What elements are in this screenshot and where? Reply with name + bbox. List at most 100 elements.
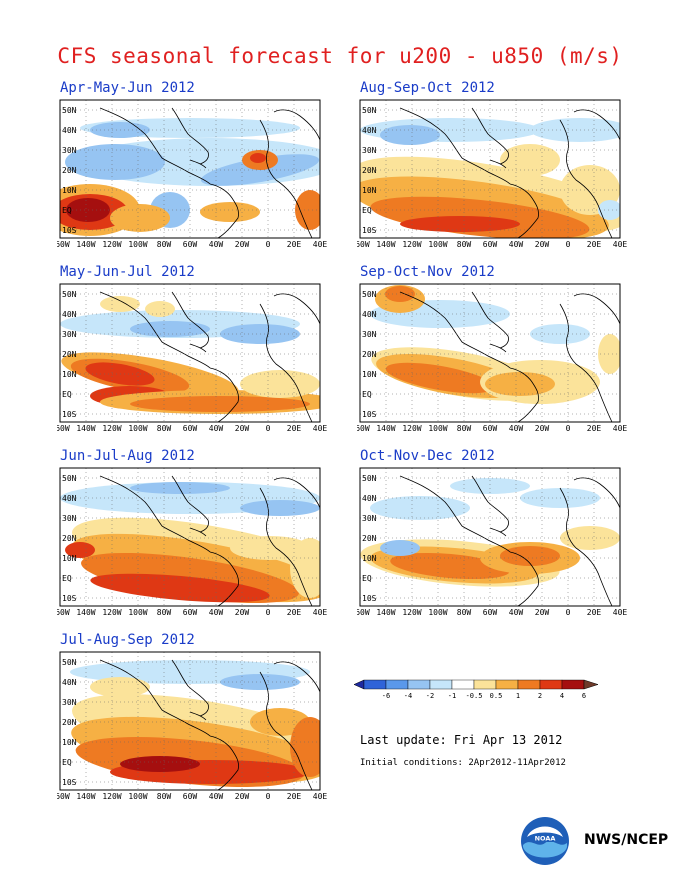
lon-label: 40W (209, 792, 224, 801)
lat-label: EQ (62, 574, 72, 583)
lat-label: 10S (62, 594, 77, 603)
lon-label: 60W (183, 424, 198, 433)
lon-label: 80W (157, 608, 172, 617)
lon-label: 80W (157, 240, 172, 249)
lon-label: 140W (76, 424, 95, 433)
lon-label: 140W (376, 240, 395, 249)
lat-label: 40N (62, 310, 77, 319)
lat-label: 10S (362, 410, 377, 419)
lat-label: 10N (62, 370, 77, 379)
lat-label: EQ (62, 758, 72, 767)
forecast-panel-4: Sep-Oct-Nov 2012 50N 40N 30N 20N 10N EQ 10S 160… (357, 264, 633, 436)
lon-label: 80W (457, 240, 472, 249)
lat-label: 20N (362, 350, 377, 359)
forecast-map: 50N 40N 30N 20N 10N EQ 10S 160W 140W 120W 100W 80W 6… (57, 467, 328, 617)
lon-label: 20E (587, 608, 602, 617)
lat-label: 30N (62, 330, 77, 339)
lon-label: 40E (313, 792, 328, 801)
lon-label: 40E (313, 608, 328, 617)
lon-label: 40W (509, 424, 524, 433)
lat-label: 30N (62, 698, 77, 707)
forecast-map: 50N 40N 30N 20N 10N EQ 10S 160W 140W 120W 100W 80W 6… (57, 283, 327, 433)
lon-label: 60W (483, 240, 498, 249)
colorbar-tick-label: -4 (404, 692, 412, 700)
lon-label: 20W (235, 240, 250, 249)
lat-label: 20N (62, 718, 77, 727)
lon-label: 20E (287, 608, 302, 617)
colorbar-tick-label: 1 (516, 692, 520, 700)
lon-label: 120W (402, 424, 421, 433)
forecast-panel-6: Oct-Nov-Dec 2012 50N 40N 30N 20N 10N EQ 10S 160… (357, 448, 633, 620)
lat-label: 50N (62, 474, 77, 483)
lat-label: EQ (362, 390, 372, 399)
color-legend: -6 -4 -2 -1 -0.5 0.5 1 2 4 6 (353, 679, 599, 700)
lat-label: 30N (362, 514, 377, 523)
lon-label: 80W (157, 792, 172, 801)
colorbar-swatch (429, 679, 453, 690)
lat-label: EQ (62, 390, 72, 399)
lon-label: 40E (613, 424, 628, 433)
lon-label: 60W (183, 792, 198, 801)
lat-label: 10N (362, 554, 377, 563)
last-update: Last update: Fri Apr 13 2012 (360, 733, 563, 747)
lon-label: 40E (613, 608, 628, 617)
lon-label: 0 (566, 240, 571, 249)
forecast-panel-1: Apr-May-Jun 2012 50N 40N 30N 20N 10N EQ 10S 160… (57, 80, 333, 252)
lon-label: 0 (266, 240, 271, 249)
colorbar-arrow-high (583, 679, 599, 690)
colorbar-swatch (495, 679, 519, 690)
colorbar-swatch (385, 679, 409, 690)
forecast-map: 50N 40N 30N 20N 10N EQ 10S 160W 140W 120W 100W 80W 6… (357, 467, 628, 617)
lon-label: 0 (566, 424, 571, 433)
forecast-panel-3: May-Jun-Jul 2012 50N 40N 30N 20N 10N EQ 10S 160… (57, 264, 333, 436)
lon-label: 80W (457, 608, 472, 617)
lon-label: 0 (266, 424, 271, 433)
colorbar-swatch (451, 679, 475, 690)
forecast-map: 50N 40N 30N 20N 10N EQ 10S 160W 140W 120W 100W 80W 6… (357, 283, 628, 433)
lat-label: 50N (62, 658, 77, 667)
colorbar-tick-label: -2 (426, 692, 434, 700)
colorbar-swatch (561, 679, 585, 690)
lon-label: 100W (128, 240, 147, 249)
lon-label: 20W (235, 792, 250, 801)
panel-title: Apr-May-Jun 2012 (60, 80, 195, 96)
lat-label: 10N (362, 186, 377, 195)
colorbar-tick-label: 6 (582, 692, 586, 700)
svg-text:NOAA: NOAA (535, 835, 556, 843)
lat-label: 10N (62, 554, 77, 563)
colorbar-swatch (473, 679, 497, 690)
lat-label: EQ (362, 574, 372, 583)
lon-label: 0 (266, 608, 271, 617)
lon-label: 60W (183, 240, 198, 249)
panel-title: Aug-Sep-Oct 2012 (360, 80, 495, 96)
lon-label: 40W (209, 240, 224, 249)
forecast-panel-5: Jun-Jul-Aug 2012 50N 40N 30N 20N 10N EQ 10S 160… (57, 448, 333, 620)
lon-label: 160W (357, 608, 370, 617)
lon-label: 60W (183, 608, 198, 617)
panel-title: Jun-Jul-Aug 2012 (60, 448, 195, 464)
colorbar-tick-label: 4 (560, 692, 564, 700)
lat-label: EQ (62, 206, 72, 215)
lon-label: 80W (157, 424, 172, 433)
initial-conditions: Initial conditions: 2Apr2012-11Apr2012 (360, 758, 566, 768)
lon-label: 120W (102, 424, 121, 433)
lon-label: 100W (428, 424, 447, 433)
lon-label: 160W (357, 240, 370, 249)
lon-label: 20E (287, 240, 302, 249)
lon-label: 40W (509, 608, 524, 617)
lat-label: 40N (62, 678, 77, 687)
lat-label: 40N (362, 494, 377, 503)
colorbar-swatch (539, 679, 563, 690)
lon-label: 140W (376, 424, 395, 433)
lon-label: 80W (457, 424, 472, 433)
lon-label: 120W (402, 240, 421, 249)
org-label: NWS/NCEP (584, 832, 669, 848)
colorbar-swatch (363, 679, 387, 690)
lon-label: 100W (428, 240, 447, 249)
lat-label: 40N (362, 126, 377, 135)
lon-label: 20W (535, 608, 550, 617)
lat-label: 10N (62, 738, 77, 747)
colorbar-tick-label: 0.5 (490, 692, 503, 700)
forecast-panel-2: Aug-Sep-Oct 2012 50N 40N 30N 20N 10N EQ 10S 160… (357, 80, 633, 252)
lat-label: 30N (362, 146, 377, 155)
